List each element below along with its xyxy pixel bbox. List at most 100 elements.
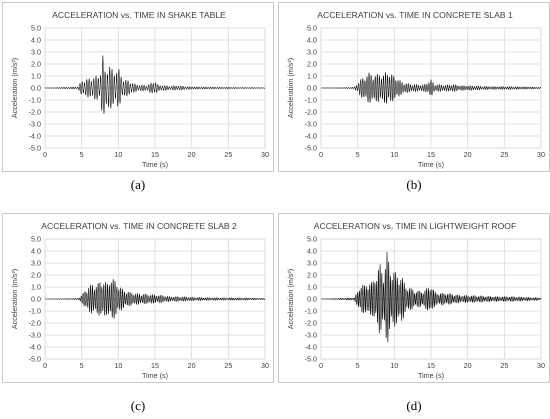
y-tick-label: -4.0 xyxy=(29,343,41,352)
y-tick-label: -1.0 xyxy=(305,96,317,105)
x-tick-label: 20 xyxy=(464,150,472,159)
y-tick-label: 3.0 xyxy=(307,259,317,268)
y-tick-label: 5.0 xyxy=(31,24,41,33)
y-tick-label: -2.0 xyxy=(29,319,41,328)
x-tick-label: 30 xyxy=(537,361,545,370)
y-axis-label: Acceleration (m/s²) xyxy=(10,58,19,118)
y-axis-label: Acceleration (m/s²) xyxy=(10,269,19,329)
x-tick-label: 25 xyxy=(500,150,508,159)
y-tick-label: -3.0 xyxy=(305,331,317,340)
y-tick-label: -5.0 xyxy=(305,144,317,153)
chart-svg-a: 5.0 4.0 3.0 2.0 1.0 0.0 -1.0 -2.0 -3.0 -4.0 -5.00 5… xyxy=(10,10,269,169)
y-tick-label: 5.0 xyxy=(307,235,317,244)
y-tick-label: 0.0 xyxy=(307,295,317,304)
chart-title: ACCELERATION vs. TIME IN CONCRETE SLAB 2 xyxy=(41,221,237,231)
y-tick-label: 2.0 xyxy=(307,271,317,280)
x-tick-label: 5 xyxy=(356,150,360,159)
y-tick-label: -5.0 xyxy=(29,355,41,364)
x-tick-label: 5 xyxy=(80,361,84,370)
x-axis-label: Time (s) xyxy=(142,371,168,380)
x-tick-label: 5 xyxy=(356,361,360,370)
acceleration-series-line xyxy=(321,72,542,104)
y-tick-label: -2.0 xyxy=(29,108,41,117)
chart-svg-c: 5.0 4.0 3.0 2.0 1.0 0.0 -1.0 -2.0 -3.0 -4.0 -5.00 5… xyxy=(10,221,269,380)
x-axis-label: Time (s) xyxy=(418,371,444,380)
chart-panel-c: 5.0 4.0 3.0 2.0 1.0 0.0 -1.0 -2.0 -3.0 -4.0 -5.0 0 5… xyxy=(2,213,274,383)
y-tick-label: 1.0 xyxy=(307,283,317,292)
x-tick-label: 20 xyxy=(464,361,472,370)
y-tick-label: 0.0 xyxy=(31,84,41,93)
caption-d: (d) xyxy=(406,398,422,413)
y-tick-label: -1.0 xyxy=(305,307,317,316)
x-axis-label: Time (s) xyxy=(418,160,444,169)
y-tick-label: 3.0 xyxy=(307,48,317,57)
x-tick-label: 0 xyxy=(319,150,323,159)
y-tick-label: 4.0 xyxy=(31,247,41,256)
y-tick-label: 3.0 xyxy=(31,259,41,268)
caption-a: (a) xyxy=(130,177,146,192)
y-tick-label: 0.0 xyxy=(31,295,41,304)
chart-title: ACCELERATION vs. TIME IN LIGHTWEIGHT ROO… xyxy=(314,221,516,231)
chart-svg-d: 5.0 4.0 3.0 2.0 1.0 0.0 -1.0 -2.0 -3.0 -4.0 -5.00 5… xyxy=(286,221,545,380)
y-tick-label: 2.0 xyxy=(307,60,317,69)
acceleration-series-line xyxy=(321,251,542,343)
x-tick-label: 15 xyxy=(151,361,159,370)
x-tick-label: 25 xyxy=(500,361,508,370)
y-tick-label: 5.0 xyxy=(307,24,317,33)
x-tick-label: 0 xyxy=(43,150,47,159)
acceleration-series-line xyxy=(45,279,266,319)
x-axis-label: Time (s) xyxy=(142,160,168,169)
y-tick-label: -4.0 xyxy=(305,132,317,141)
y-tick-label: -5.0 xyxy=(305,355,317,364)
y-axis-label: Acceleration (m/s²) xyxy=(286,269,295,329)
chart-svg-b: 5.0 4.0 3.0 2.0 1.0 0.0 -1.0 -2.0 -3.0 -4.0 -5.00 5… xyxy=(286,10,545,169)
x-tick-label: 15 xyxy=(151,150,159,159)
y-tick-label: 1.0 xyxy=(31,72,41,81)
y-tick-label: -3.0 xyxy=(305,120,317,129)
acceleration-series-line xyxy=(45,55,266,114)
x-tick-label: 10 xyxy=(114,150,122,159)
y-tick-label: -2.0 xyxy=(305,319,317,328)
y-tick-label: 4.0 xyxy=(307,247,317,256)
y-tick-label: -5.0 xyxy=(29,144,41,153)
y-tick-label: 1.0 xyxy=(31,283,41,292)
x-tick-label: 15 xyxy=(427,150,435,159)
y-tick-label: -3.0 xyxy=(29,331,41,340)
y-tick-label: 2.0 xyxy=(31,60,41,69)
x-tick-label: 25 xyxy=(224,150,232,159)
x-tick-label: 5 xyxy=(80,150,84,159)
x-tick-label: 25 xyxy=(224,361,232,370)
y-tick-label: 3.0 xyxy=(31,48,41,57)
y-tick-label: 5.0 xyxy=(31,235,41,244)
y-tick-label: -4.0 xyxy=(305,343,317,352)
y-tick-label: -3.0 xyxy=(29,120,41,129)
caption-c: (c) xyxy=(130,398,146,413)
x-tick-label: 15 xyxy=(427,361,435,370)
y-tick-label: 1.0 xyxy=(307,72,317,81)
y-tick-label: 4.0 xyxy=(307,36,317,45)
x-tick-label: 0 xyxy=(319,361,323,370)
x-tick-label: 30 xyxy=(261,150,269,159)
chart-panel-a: 5.0 4.0 3.0 2.0 1.0 0.0 -1.0 -2.0 -3.0 -4.0 -5.0 0 5… xyxy=(2,2,274,172)
y-tick-label: -4.0 xyxy=(29,132,41,141)
x-tick-label: 20 xyxy=(188,361,196,370)
chart-panel-d: 5.0 4.0 3.0 2.0 1.0 0.0 -1.0 -2.0 -3.0 -4.0 -5.0 0 5… xyxy=(278,213,550,383)
x-tick-label: 30 xyxy=(537,150,545,159)
x-tick-label: 10 xyxy=(390,361,398,370)
y-tick-label: 2.0 xyxy=(31,271,41,280)
x-tick-label: 30 xyxy=(261,361,269,370)
x-tick-label: 10 xyxy=(390,150,398,159)
y-tick-label: -1.0 xyxy=(29,307,41,316)
y-tick-label: -2.0 xyxy=(305,108,317,117)
x-tick-label: 10 xyxy=(114,361,122,370)
y-tick-label: 0.0 xyxy=(307,84,317,93)
y-tick-label: -1.0 xyxy=(29,96,41,105)
y-tick-label: 4.0 xyxy=(31,36,41,45)
x-tick-label: 20 xyxy=(188,150,196,159)
chart-title: ACCELERATION vs. TIME IN CONCRETE SLAB 1 xyxy=(317,10,513,20)
caption-b: (b) xyxy=(406,177,422,192)
x-tick-label: 0 xyxy=(43,361,47,370)
chart-title: ACCELERATION vs. TIME IN SHAKE TABLE xyxy=(52,10,226,20)
y-axis-label: Acceleration (m/s²) xyxy=(286,58,295,118)
chart-panel-b: 5.0 4.0 3.0 2.0 1.0 0.0 -1.0 -2.0 -3.0 -4.0 -5.0 0 5… xyxy=(278,2,550,172)
